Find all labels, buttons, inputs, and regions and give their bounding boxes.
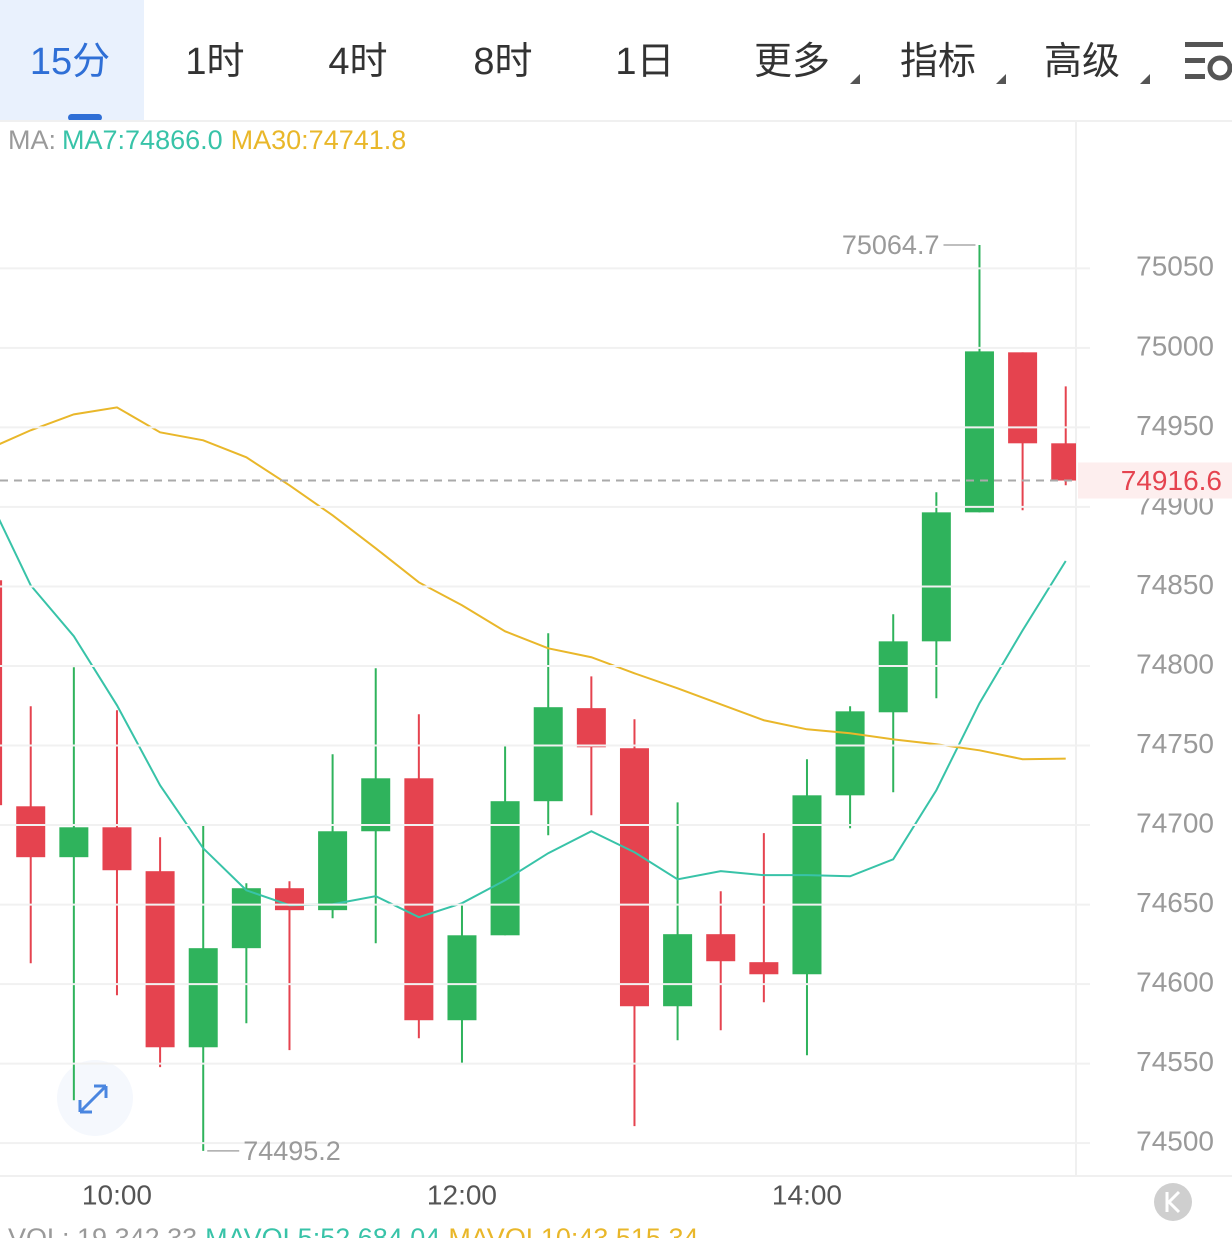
y-tick-label: 74500 [1136,1126,1214,1157]
ma-prefix: MA: [8,125,56,155]
candle-body [792,795,822,975]
tab[interactable]: 1时 [185,41,244,83]
y-tick-label: 74550 [1136,1046,1214,1077]
low-marker-label: 74495.2 [243,1136,341,1166]
candle-body [318,831,348,911]
candle-body [404,778,434,1021]
y-tick-label: 74850 [1136,569,1214,600]
tab[interactable]: 指标 [900,41,976,83]
tab-dropdown-mark [996,74,1006,84]
y-tick-label: 75050 [1136,251,1214,282]
x-tick-label: 14:00 [772,1179,842,1210]
y-tick-label: 74950 [1136,410,1214,441]
candle-body [964,351,994,513]
plot [0,244,1076,1151]
candle-body [533,707,563,802]
y-tick-label: 74750 [1136,728,1214,759]
y-tick-label: 74600 [1136,967,1214,998]
y-tick-label: 74700 [1136,807,1214,838]
x-tick-label: 12:00 [427,1179,497,1210]
candle-body [1051,443,1076,481]
candle-body [102,827,132,871]
candle-body [274,888,304,911]
candle-body [231,888,261,949]
candle-body [663,934,693,1007]
active-tab-bg [0,0,144,120]
ma-line [0,406,1066,761]
candle-body [490,801,520,936]
candle-body [59,827,89,858]
candle-body [576,708,606,748]
y-tick-label: 74800 [1136,648,1214,679]
candle-body [447,935,477,1021]
tab[interactable]: 4时 [328,41,387,83]
ma-legend: MA30:74741.8 [231,125,407,155]
candle-body [16,806,46,858]
candle-body [619,748,649,1007]
candle-body [835,711,865,796]
k-button[interactable] [1154,1183,1192,1221]
volume-legend: VOL: 19,342.33 [8,1223,197,1238]
ma-line [0,518,1067,919]
tab-dropdown-mark [850,74,860,84]
volume-legend: MAVOL5:52,684.04 [205,1223,440,1238]
candle-body [0,580,3,806]
candle-body [878,641,908,713]
tab[interactable]: 1日 [615,41,674,83]
tab[interactable]: 更多 [754,41,830,83]
current-price-label: 74916.6 [1121,465,1222,496]
tab-dropdown-mark [1140,74,1150,84]
y-tick-label: 75000 [1136,330,1214,361]
y-tick-label: 74650 [1136,887,1214,918]
x-tick-label: 10:00 [82,1179,152,1210]
candle-body [1008,352,1038,444]
candle-body [188,948,218,1048]
candle-body [145,871,175,1048]
tab[interactable]: 15分 [30,41,110,83]
tab[interactable]: 8时 [473,41,532,83]
active-tab-indicator [68,114,102,121]
ma-legend: MA7:74866.0 [62,125,223,155]
high-marker-label: 75064.7 [842,230,940,260]
tab[interactable]: 高级 [1044,41,1120,83]
candle-body [706,934,736,962]
volume-legend: MAVOL10:43,515.34 [448,1223,698,1238]
price-tag-bg [1078,462,1232,499]
candle-body [921,512,951,642]
settings-icon[interactable] [1185,42,1232,81]
candle-body [749,962,779,975]
candle-body [361,778,391,832]
expand-button[interactable] [57,1060,133,1136]
